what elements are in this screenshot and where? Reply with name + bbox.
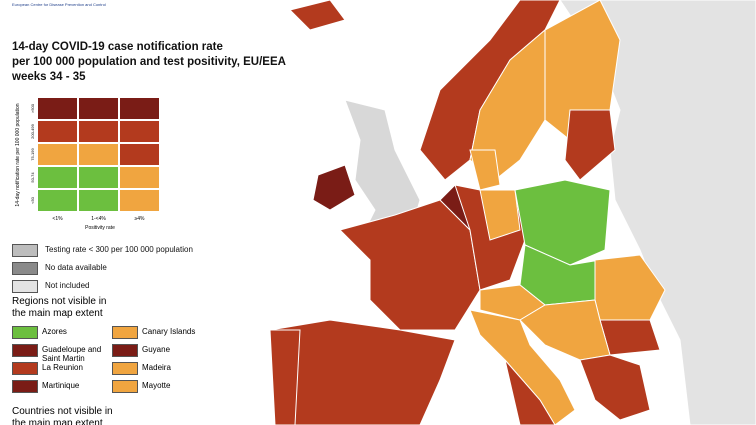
region-label: La Reunion [42,363,83,372]
matrix-cell [77,188,120,213]
matrix-cell [36,119,79,144]
matrix-cell [118,165,161,190]
matrix-row-label: 200-499 [30,123,35,138]
matrix-row-label: 75-199 [30,148,35,161]
matrix-cell [118,119,161,144]
region-label: Azores [42,327,67,336]
swatch [12,280,38,293]
matrix-cell [118,96,161,121]
title-line: weeks 34 - 35 [12,71,86,83]
matrix-cell [36,142,79,167]
region-label: Mayotte [142,381,171,390]
org-logo: European Centre for Disease Prevention a… [12,2,106,7]
region-label: Guyane [142,345,171,354]
swatch [12,344,38,357]
title-line: per 100 000 population and test positivi… [12,56,286,68]
matrix-col-label: <1% [52,216,63,222]
matrix-x-label: Positivity rate [85,225,115,231]
matrix-cell [77,142,120,167]
matrix-cell [118,142,161,167]
matrix-cell [118,188,161,213]
matrix-cell [36,96,79,121]
swatch [12,262,38,275]
matrix-col-label: 1-<4% [91,216,106,222]
title-line: 14-day COVID-19 case notification rate [12,41,223,53]
matrix-row-label: <50 [30,196,35,204]
region-label: Madeira [142,363,171,372]
swatch [112,326,138,339]
swatch [12,380,38,393]
swatch [112,344,138,357]
swatch [112,380,138,393]
regions-title: Regions not visible in the main map exte… [12,296,107,319]
legend-label: Not included [45,281,90,290]
matrix-cell [77,165,120,190]
swatch [12,362,38,375]
swatch [12,326,38,339]
region-label: Canary Islands [142,327,196,336]
countries-title: Countries not visible in the main map ex… [12,406,113,425]
title: 14-day COVID-19 case notification rate p… [12,40,286,85]
matrix-cell [77,119,120,144]
legend-label: Testing rate < 300 per 100 000 populatio… [45,245,193,254]
matrix-cell [77,96,120,121]
matrix-cell [36,165,79,190]
matrix-col-label: ≥4% [135,216,146,222]
region-label: Martinique [42,381,80,390]
matrix-row-label: 50-74 [30,172,35,183]
legend-matrix: 14-day notification rate per 100 000 pop… [15,96,161,231]
matrix-cell [36,188,79,213]
swatch [12,244,38,257]
matrix-row-label: >500 [30,103,35,113]
region-label: Guadeloupe and Saint Martin [42,345,102,363]
swatch [112,362,138,375]
legend-label: No data available [45,263,107,272]
matrix-y-label: 14-day notification rate per 100 000 pop… [15,103,21,206]
